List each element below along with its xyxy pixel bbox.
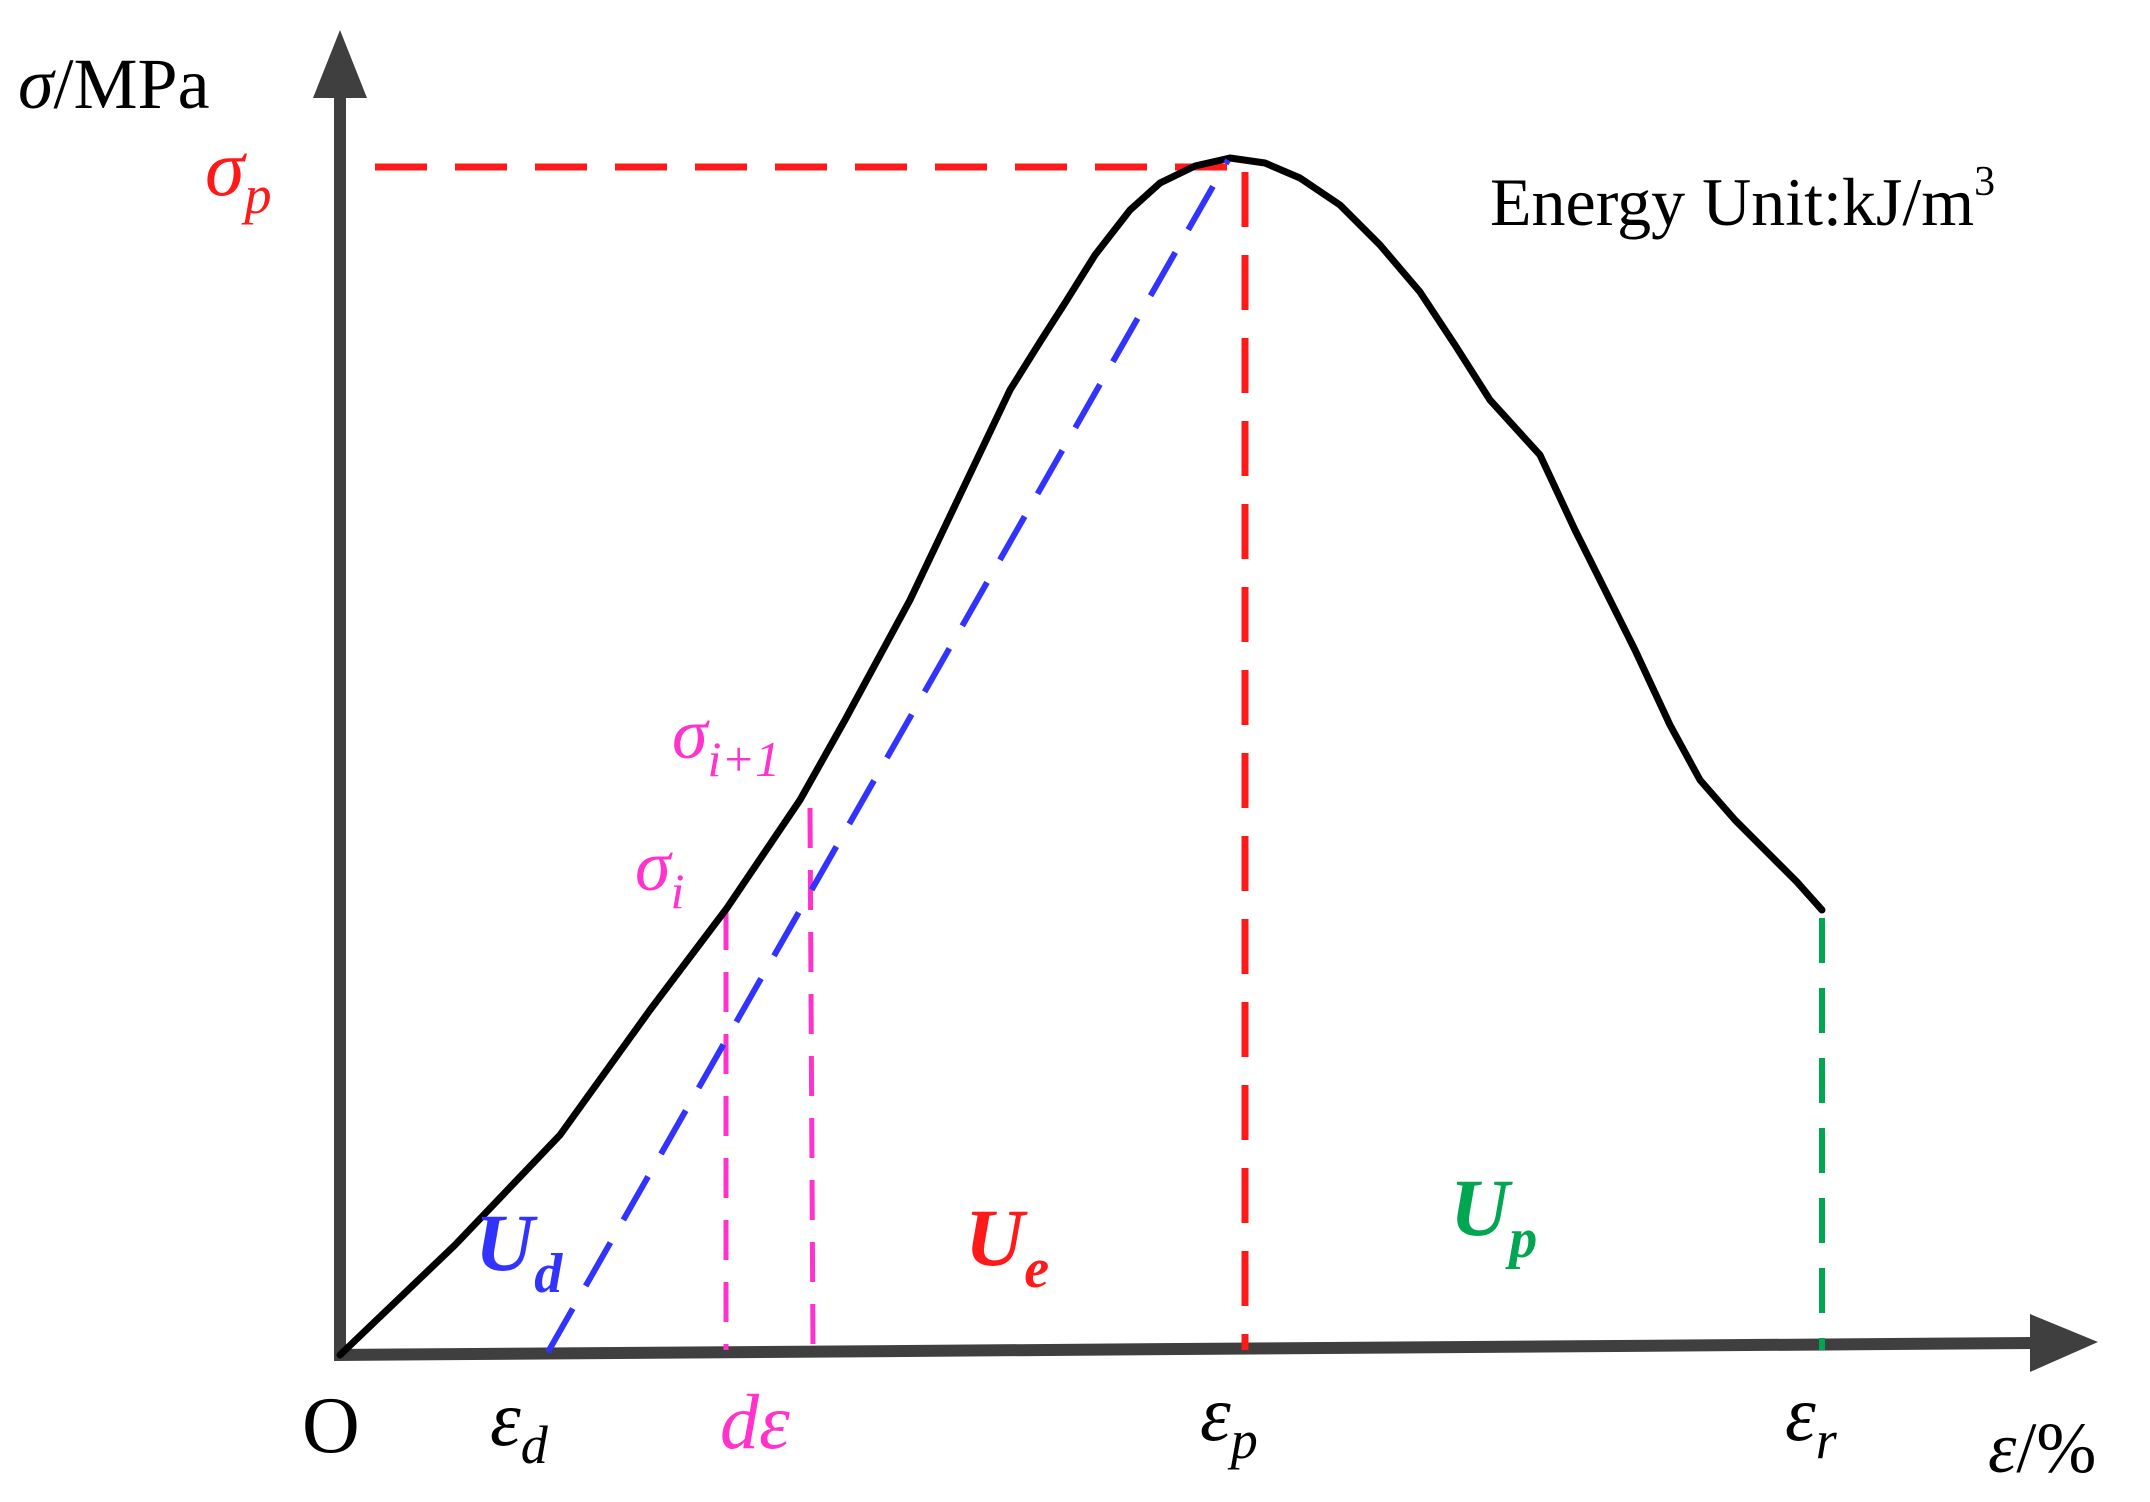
origin-label: O <box>302 1382 360 1470</box>
stress-i-label: σi <box>635 826 684 919</box>
stress-i1-guide <box>807 807 816 1351</box>
strain-r-label: εr <box>1785 1370 1838 1470</box>
x-axis-unit: /% <box>2016 1408 2096 1488</box>
strain-d-label: εd <box>490 1375 549 1475</box>
stress-i1-label: σi+1 <box>672 694 780 787</box>
strain-increment-label: dε <box>720 1378 790 1465</box>
energy-ue-label: Ue <box>965 1192 1049 1300</box>
peak-stress-label: σp <box>205 125 271 225</box>
x-axis-symbol: ε <box>1988 1408 2017 1488</box>
y-axis-label: σ/MPa <box>18 44 210 124</box>
unloading-line <box>545 158 1231 1354</box>
strain-p-label: εp <box>1200 1370 1258 1470</box>
x-axis <box>333 1337 2036 1361</box>
energy-unit-note: Energy Unit:kJ/m3 <box>1490 159 1995 240</box>
y-axis-unit: /MPa <box>54 44 210 124</box>
energy-up-label: Up <box>1450 1162 1537 1270</box>
stress-strain-curve <box>336 154 1826 1359</box>
y-axis-arrowhead <box>313 30 367 98</box>
x-axis-label: ε/% <box>1988 1408 2096 1488</box>
y-axis-symbol: σ <box>18 44 56 124</box>
energy-ud-label: Ud <box>475 1197 563 1305</box>
x-axis-arrowhead <box>2030 1314 2098 1372</box>
energy-unit-superscript: 3 <box>1974 159 1995 205</box>
energy-unit-text: Energy Unit:kJ/m <box>1490 164 1974 240</box>
